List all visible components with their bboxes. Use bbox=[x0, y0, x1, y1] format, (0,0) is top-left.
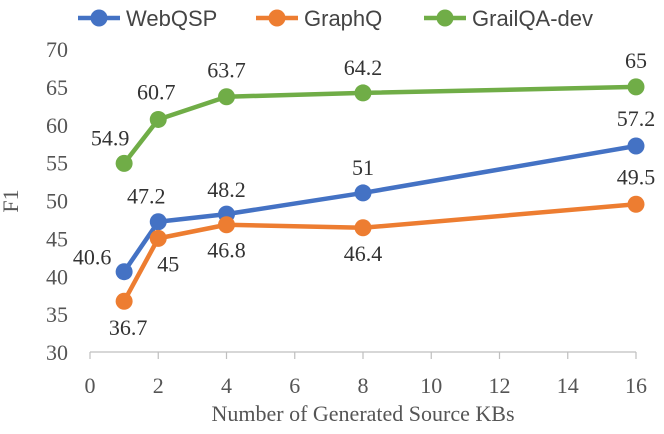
data-label: 46.8 bbox=[207, 238, 246, 263]
y-axis: 30 35 40 45 50 55 60 65 70 bbox=[46, 37, 68, 365]
data-label: 48.2 bbox=[207, 177, 246, 202]
series-layer bbox=[115, 78, 645, 310]
x-tick-label: 2 bbox=[153, 373, 164, 398]
x-tick-label: 10 bbox=[420, 373, 442, 398]
legend-marker bbox=[436, 9, 454, 27]
data-label: 45 bbox=[157, 251, 179, 276]
data-label: 57.2 bbox=[617, 106, 656, 131]
data-point bbox=[115, 292, 133, 310]
series-grailqa-dev bbox=[115, 78, 645, 172]
legend-item: WebQSP bbox=[78, 6, 217, 31]
legend-item: GrailQA-dev bbox=[424, 6, 593, 31]
data-point bbox=[354, 219, 372, 237]
y-tick-label: 50 bbox=[46, 189, 68, 214]
series-graphq bbox=[115, 195, 645, 310]
data-point bbox=[354, 184, 372, 202]
x-tick-label: 6 bbox=[289, 373, 300, 398]
data-label: 40.6 bbox=[73, 245, 112, 270]
x-tick-label: 0 bbox=[85, 373, 96, 398]
x-tick-label: 4 bbox=[221, 373, 232, 398]
x-tick-label: 8 bbox=[358, 373, 369, 398]
x-tick-label: 16 bbox=[625, 373, 647, 398]
data-point bbox=[627, 78, 645, 96]
legend-marker bbox=[90, 9, 108, 27]
data-label: 47.2 bbox=[127, 184, 166, 209]
y-tick-label: 40 bbox=[46, 264, 68, 289]
y-tick-label: 70 bbox=[46, 37, 68, 62]
y-tick-label: 55 bbox=[46, 151, 68, 176]
y-tick-label: 60 bbox=[46, 113, 68, 138]
y-tick-label: 45 bbox=[46, 226, 68, 251]
legend-item: GraphQ bbox=[256, 6, 382, 31]
legend-label: GrailQA-dev bbox=[472, 6, 593, 31]
legend-label: WebQSP bbox=[126, 6, 217, 31]
data-label: 46.4 bbox=[344, 241, 383, 266]
data-label: 51 bbox=[352, 155, 374, 180]
data-point bbox=[149, 229, 167, 247]
y-axis-title: F1 bbox=[0, 189, 23, 212]
data-label: 49.5 bbox=[617, 164, 656, 189]
data-point bbox=[627, 195, 645, 213]
data-label: 54.9 bbox=[91, 125, 130, 150]
legend: WebQSP GraphQ GrailQA-dev bbox=[78, 6, 593, 31]
data-point bbox=[627, 137, 645, 155]
data-label: 65 bbox=[625, 48, 647, 73]
data-point bbox=[115, 263, 133, 281]
data-label: 64.2 bbox=[344, 55, 383, 80]
x-axis-title: Number of Generated Source KBs bbox=[211, 401, 514, 426]
data-label: 60.7 bbox=[137, 79, 176, 104]
legend-marker bbox=[268, 9, 286, 27]
x-axis: 0 2 4 6 8 10 12 14 16 bbox=[85, 351, 647, 398]
x-tick-label: 14 bbox=[557, 373, 579, 398]
data-point bbox=[218, 88, 235, 106]
data-point bbox=[149, 213, 167, 231]
y-tick-label: 65 bbox=[46, 75, 68, 100]
data-point bbox=[354, 84, 372, 102]
series-line bbox=[122, 84, 637, 165]
legend-label: GraphQ bbox=[304, 6, 382, 31]
series-webqsp bbox=[115, 137, 645, 281]
data-label: 63.7 bbox=[207, 58, 246, 83]
data-point bbox=[115, 154, 133, 172]
x-tick-label: 12 bbox=[489, 373, 511, 398]
data-point bbox=[218, 216, 235, 234]
data-point bbox=[149, 110, 167, 128]
data-labels: 40.6 47.2 48.2 51 57.2 36.7 45 46.8 46.4 49.5 54.9… bbox=[73, 48, 655, 340]
data-label: 36.7 bbox=[109, 315, 148, 340]
y-tick-label: 30 bbox=[46, 340, 68, 365]
y-tick-label: 35 bbox=[46, 302, 68, 327]
